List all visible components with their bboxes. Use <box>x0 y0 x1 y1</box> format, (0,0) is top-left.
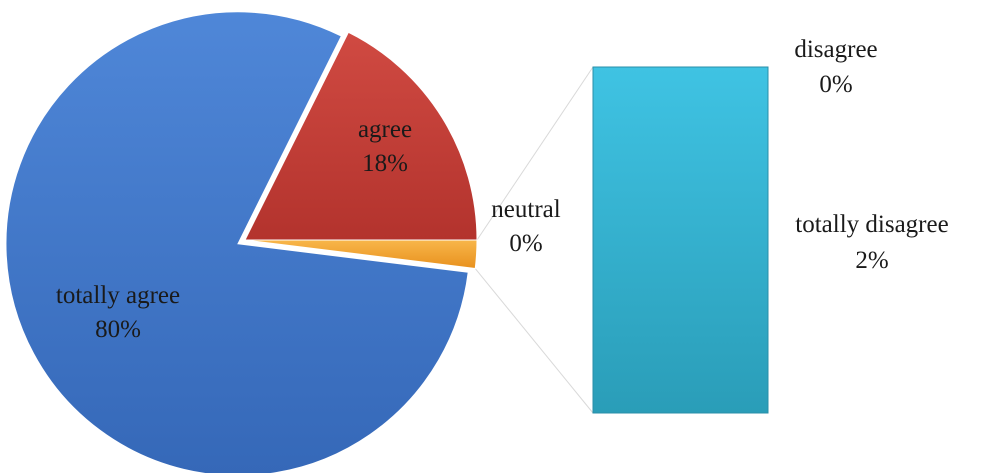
connector-bottom <box>474 268 594 414</box>
value-totally-agree: 80% <box>95 316 141 343</box>
breakdown-bar <box>592 66 769 414</box>
connector-top <box>476 66 594 241</box>
label-totally-disagree: totally disagree <box>795 211 948 238</box>
data-labels: totally agree 80% agree 18% neutral 0% d… <box>56 36 949 343</box>
connector-lines <box>474 66 594 414</box>
pie-slice-totally-agree <box>5 11 469 473</box>
label-neutral: neutral <box>491 196 560 223</box>
pie-slices <box>5 11 478 473</box>
value-totally-disagree: 2% <box>855 247 888 274</box>
value-disagree: 0% <box>819 71 852 98</box>
bar-segment-totally-disagree <box>592 66 769 414</box>
pie-slice-neutral <box>244 239 478 270</box>
value-agree: 18% <box>362 150 408 177</box>
pie-slice-agree <box>244 31 478 241</box>
label-agree: agree <box>358 116 412 143</box>
label-disagree: disagree <box>794 36 877 63</box>
value-neutral: 0% <box>509 230 542 257</box>
label-totally-agree: totally agree <box>56 282 180 309</box>
